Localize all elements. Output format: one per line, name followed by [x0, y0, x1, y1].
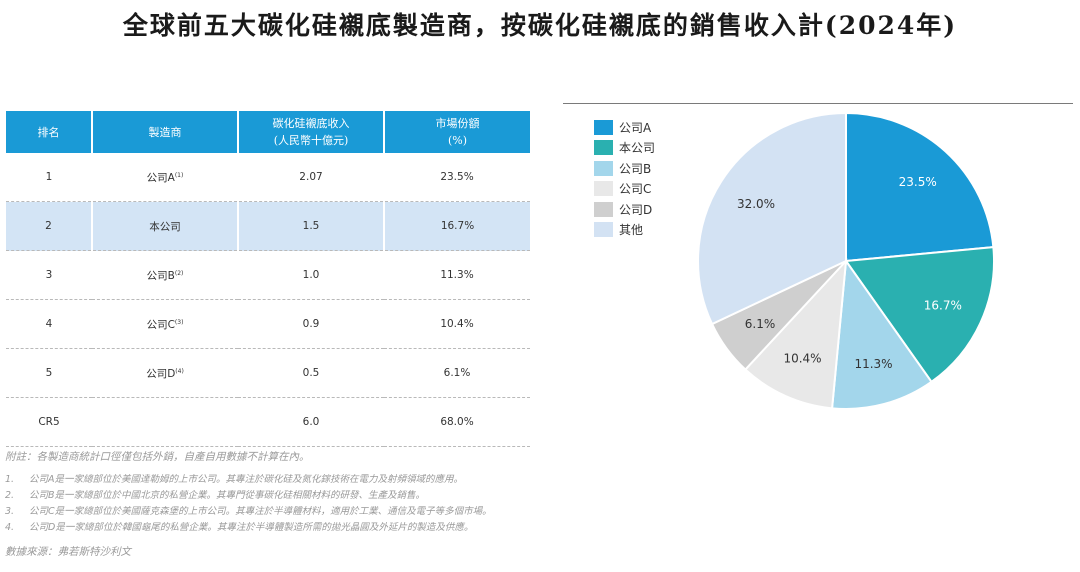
pie-slice: [844, 245, 995, 384]
footnote-item: 3. 公司C是一家總部位於美國薩克森堡的上市公司。其專注於半導體材料，適用於工業、…: [5, 506, 492, 517]
footnote-marker: (1): [174, 171, 184, 179]
manufacturer-cell: 公司B(2): [92, 250, 238, 300]
manufacturer-cell: [92, 397, 238, 447]
legend-swatch: [594, 140, 613, 156]
revenue-cell: 2.07: [238, 153, 384, 202]
pie-slice: [845, 111, 995, 263]
pie-slice: [743, 258, 848, 410]
revenue-cell: 1.5: [237, 201, 384, 251]
share-cell: 16.7%: [383, 201, 530, 251]
table-row: 5 公司D(4) 0.5 6.1%: [6, 348, 530, 398]
chart-legend: 公司A 本公司 公司B 公司C 公司D 其他: [594, 117, 655, 240]
manufacturer-cell: 公司A(1): [92, 153, 238, 202]
rank-cell: 2: [6, 201, 92, 251]
footnote-marker: (3): [174, 318, 184, 326]
share-cell: 68.0%: [384, 397, 530, 447]
rank-cell: 1: [6, 153, 92, 202]
pie-slice-label: 11.3%: [854, 357, 892, 371]
pie-slice: [830, 258, 933, 410]
footnote-header: 附註：各製造商統計口徑僅包括外銷，自產自用數據不計算在內。: [5, 451, 310, 463]
pie-slice-label: 32.0%: [737, 197, 775, 211]
legend-swatch: [594, 160, 613, 176]
legend-item: 公司D: [594, 199, 655, 220]
pie-slice-label: 10.4%: [783, 351, 821, 365]
legend-swatch: [594, 222, 613, 238]
table-row: 1 公司A(1) 2.07 23.5%: [6, 153, 530, 202]
header-rank: 排名: [6, 111, 93, 153]
share-cell: 6.1%: [384, 348, 530, 398]
legend-swatch: [594, 201, 613, 217]
table-row-total: CR5 6.0 68.0%: [6, 397, 530, 447]
manufacturer-cell: 本公司: [91, 201, 238, 251]
data-source: 數據來源：弗若斯特沙利文: [5, 546, 131, 558]
pie-slice-label: 23.5%: [899, 175, 937, 189]
rank-cell: 4: [6, 299, 92, 349]
table-row-highlighted: 2 本公司 1.5 16.7%: [6, 201, 530, 251]
share-cell: 23.5%: [384, 153, 530, 202]
revenue-cell: 0.9: [238, 299, 384, 349]
chart-divider: [563, 103, 1073, 104]
manufacturer-cell: 公司D(4): [92, 348, 238, 398]
table-header-row: 排名 製造商 碳化硅襯底收入 (人民幣十億元) 市場份額 (%): [6, 111, 530, 153]
rank-cell: CR5: [6, 397, 92, 447]
footnotes: 附註：各製造商統計口徑僅包括外銷，自產自用數據不計算在內。 1. 公司A是一家總部…: [5, 449, 625, 559]
header-revenue: 碳化硅襯底收入 (人民幣十億元): [238, 111, 385, 153]
share-cell: 11.3%: [384, 250, 530, 300]
pie-slice: [697, 111, 847, 326]
pie-slice-label: 16.7%: [924, 299, 962, 313]
footnote-marker: (4): [175, 367, 184, 375]
manufacturer-cell: 公司C(3): [92, 299, 238, 349]
legend-item: 公司B: [594, 158, 655, 179]
rank-cell: 5: [6, 348, 92, 398]
footnote-marker: (2): [174, 269, 184, 277]
legend-item: 公司C: [594, 179, 655, 200]
revenue-cell: 0.5: [238, 348, 384, 398]
revenue-cell: 1.0: [238, 250, 384, 300]
share-cell: 10.4%: [384, 299, 530, 349]
revenue-cell: 6.0: [238, 397, 384, 447]
footnote-item: 2. 公司B是一家總部位於中國北京的私營企業。其專門從事碳化硅相關材料的研發、生產…: [5, 490, 426, 501]
header-share: 市場份額 (%): [384, 111, 530, 153]
legend-item: 公司A: [594, 117, 655, 138]
header-manufacturer: 製造商: [92, 111, 239, 153]
legend-item: 其他: [594, 220, 655, 241]
table-row: 3 公司B(2) 1.0 11.3%: [6, 250, 530, 300]
table-row: 4 公司C(3) 0.9 10.4%: [6, 299, 530, 349]
legend-item: 本公司: [594, 138, 655, 159]
legend-swatch: [594, 119, 613, 135]
pie-slice-label: 6.1%: [745, 317, 776, 331]
footnote-item: 1. 公司A是一家總部位於美國達勒姆的上市公司。其專注於碳化硅及氮化鎵技術在電力及…: [5, 474, 464, 485]
rank-cell: 3: [6, 250, 92, 300]
footnote-item: 4. 公司D是一家總部位於韓國龜尾的私營企業。其專注於半導體製造所需的拋光晶圓及外…: [5, 522, 474, 533]
page-title: 全球前五大碳化硅襯底製造商，按碳化硅襯底的銷售收入計(2024年): [122, 11, 958, 40]
legend-swatch: [594, 181, 613, 197]
ranking-table: 排名 製造商 碳化硅襯底收入 (人民幣十億元) 市場份額 (%) 1 公司A(1) …: [6, 111, 530, 447]
